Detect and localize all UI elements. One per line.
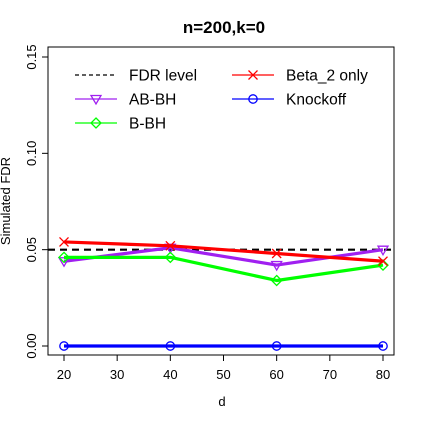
series-group — [57, 237, 390, 351]
x-tick-label: 60 — [269, 367, 283, 382]
legend-label: FDR level — [129, 68, 197, 85]
y-tick-label: 0.05 — [24, 237, 39, 262]
data-point — [270, 260, 283, 272]
x-tick-label: 50 — [216, 367, 230, 382]
x-tick-label: 70 — [323, 367, 337, 382]
y-tick-label: 0.15 — [24, 44, 39, 69]
legend-item-bbh: B-BH — [75, 116, 166, 133]
data-point — [59, 237, 69, 247]
legend: FDR level Beta_2 only AB-BH Knockoff B-BH — [75, 68, 368, 133]
data-point — [165, 240, 176, 251]
x-axis: 20 30 40 50 60 70 80 — [57, 354, 390, 382]
x-tick-label: 30 — [110, 367, 124, 382]
series-line — [63, 240, 384, 263]
legend-item-fdr: FDR level — [75, 68, 197, 85]
x-tick-label: 40 — [163, 367, 177, 382]
data-point — [376, 245, 390, 256]
data-point — [378, 256, 388, 267]
data-point — [58, 251, 70, 264]
data-point — [165, 341, 176, 351]
data-point — [164, 251, 177, 264]
y-axis-label: Simulated FDR — [0, 157, 13, 245]
legend-item-beta2: Beta_2 only — [232, 68, 368, 85]
data-point — [377, 259, 389, 271]
x-tick-label: 80 — [376, 367, 390, 382]
x-axis-label: d — [218, 394, 225, 409]
data-point — [271, 248, 282, 259]
legend-item-knockoff: Knockoff — [232, 92, 347, 109]
legend-marker — [89, 94, 103, 106]
legend-marker — [90, 117, 102, 129]
legend-label: Knockoff — [286, 92, 347, 109]
data-point — [271, 341, 282, 351]
legend-label: AB-BH — [129, 92, 176, 109]
series-line — [64, 255, 384, 283]
y-tick-label: 0.10 — [24, 141, 39, 166]
data-point — [59, 341, 69, 351]
legend-marker — [248, 94, 258, 104]
y-tick-label: 0.00 — [24, 333, 39, 358]
data-point — [378, 341, 388, 351]
x-tick-label: 20 — [57, 367, 71, 382]
legend-item-abbh: AB-BH — [75, 92, 176, 109]
series-beta-2-only — [59, 237, 388, 267]
data-point — [270, 274, 283, 287]
legend-marker — [248, 70, 258, 80]
legend-label: B-BH — [129, 116, 166, 133]
chart-title: n=200,k=0 — [183, 18, 265, 37]
series-b-bh — [58, 251, 389, 287]
y-axis: 0.00 0.05 0.10 0.15 — [24, 44, 49, 359]
legend-label: Beta_2 only — [286, 68, 368, 85]
series-knockoff — [59, 341, 388, 351]
